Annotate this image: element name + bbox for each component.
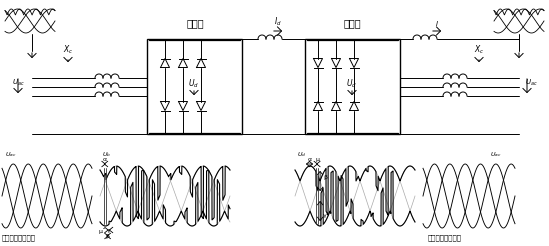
Text: $X_c$: $X_c$: [63, 44, 73, 56]
Text: γ: γ: [323, 213, 327, 217]
Text: $X_c$: $X_c$: [474, 44, 484, 56]
Bar: [147, 39, 242, 134]
Text: α: α: [307, 157, 312, 162]
Text: $U_{ac}$: $U_{ac}$: [525, 78, 537, 88]
Text: $U_b$: $U_b$: [102, 150, 111, 159]
Text: 换流器: 换流器: [343, 18, 361, 28]
Text: $U_{ac}$: $U_{ac}$: [5, 150, 16, 159]
Text: $I$: $I$: [435, 19, 439, 28]
Text: 整流器: 整流器: [186, 18, 204, 28]
Text: γ: γ: [107, 228, 110, 233]
Text: $I_d$: $I_d$: [274, 15, 282, 28]
Text: μ: μ: [99, 229, 103, 234]
Bar: [305, 39, 400, 134]
Text: 整流器的换相电压: 整流器的换相电压: [2, 234, 36, 241]
Text: $U_d$: $U_d$: [188, 78, 199, 90]
Text: β: β: [105, 234, 110, 239]
Text: 换流器的换相电压: 换流器的换相电压: [428, 234, 462, 241]
Text: $U_{ac}$: $U_{ac}$: [490, 150, 502, 159]
Text: $U_d$: $U_d$: [297, 150, 306, 159]
Text: β: β: [323, 174, 327, 180]
Text: α: α: [103, 157, 107, 162]
Text: μ: μ: [315, 157, 319, 162]
Text: $U_d$: $U_d$: [346, 78, 357, 90]
Text: $U_{ac}$: $U_{ac}$: [12, 78, 25, 88]
